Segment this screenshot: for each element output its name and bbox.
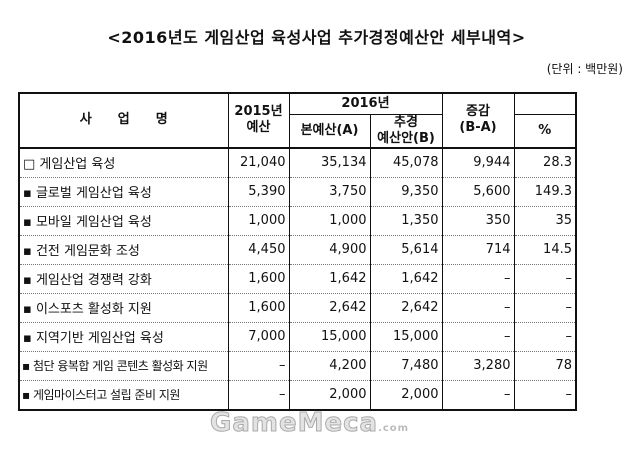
cell-a: 3,750 — [288, 176, 371, 207]
cell-pct: – — [513, 321, 577, 352]
cell-y2015: – — [227, 379, 290, 410]
cell-name: ▪ 모바일 게임산업 육성 — [18, 205, 229, 236]
header-2015: 2015년 예산 — [227, 92, 290, 148]
cell-y2015: – — [227, 350, 290, 381]
cell-a: 2,000 — [288, 379, 371, 410]
table-row: ▪ 모바일 게임산업 육성 1,000 1,000 1,350 350 35 — [18, 205, 577, 236]
cell-pct: – — [513, 379, 577, 410]
table-row: ▪ 게임산업 경쟁력 강화 1,600 1,642 1,642– – — [18, 263, 577, 294]
cell-name: ▪ 건전 게임문화 조성 — [18, 234, 229, 265]
cell-name: ▪ 첨단 융복합 게임 콘텐츠 활성화 지원 — [18, 350, 229, 381]
header-pct-blank — [513, 92, 577, 114]
cell-y2015: 5,390 — [227, 176, 290, 207]
cell-name: ▪ 게임마이스터고 설립 준비 지원 — [18, 379, 229, 410]
header-2016: 2016년 — [288, 92, 443, 115]
cell-name: ▪ 이스포츠 활성화 지원 — [18, 292, 229, 323]
cell-a: 1,000 — [288, 205, 371, 236]
cell-pct: 14.5 — [513, 234, 577, 265]
cell-diff: 350 — [441, 205, 515, 236]
cell-b: 15,000 — [369, 321, 443, 352]
table-row: ▪ 건전 게임문화 조성 4,450 4,900 5,614 714 14.5 — [18, 234, 577, 265]
cell-pct: 28.3 — [513, 146, 577, 178]
table-row: □ 게임산업 육성 21,040 35,134 45,078 9,944 28.3 — [18, 146, 577, 178]
header-supp: 추경 예산안(B) — [369, 113, 443, 148]
header-name: 사 업 명 — [18, 92, 229, 148]
cell-pct: 35 — [513, 205, 577, 236]
cell-diff: 5,600 — [441, 176, 515, 207]
cell-diff: 714 — [441, 234, 515, 265]
cell-name: ▪ 글로벌 게임산업 육성 — [18, 176, 229, 207]
cell-y2015: 1,600 — [227, 292, 290, 323]
cell-b: 9,350 — [369, 176, 443, 207]
unit-label: (단위 : 백만원) — [546, 62, 623, 76]
table-row: ▪ 이스포츠 활성화 지원 1,600 2,642 2,642– – — [18, 292, 577, 323]
cell-b: 2,642 — [369, 292, 443, 323]
cell-name: □ 게임산업 육성 — [18, 146, 229, 178]
header-base: 본예산(A) — [288, 113, 371, 148]
cell-a: 4,200 — [288, 350, 371, 381]
cell-pct: – — [513, 263, 577, 294]
cell-pct: – — [513, 292, 577, 323]
cell-name: ▪ 게임산업 경쟁력 강화 — [18, 263, 229, 294]
table-row: ▪ 게임마이스터고 설립 준비 지원 –2,000 2,000– – — [18, 379, 577, 410]
document-title: <2016년도 게임산업 육성사업 추가경정예산안 세부내역> — [107, 28, 526, 47]
cell-a: 4,900 — [288, 234, 371, 265]
cell-y2015: 4,450 — [227, 234, 290, 265]
cell-y2015: 21,040 — [227, 146, 290, 178]
table-row: ▪ 글로벌 게임산업 육성 5,390 3,750 9,350 5,600 149.3 — [18, 176, 577, 207]
cell-b: 45,078 — [369, 146, 443, 178]
cell-b: 7,480 — [369, 350, 443, 381]
cell-b: 1,350 — [369, 205, 443, 236]
cell-b: 1,642 — [369, 263, 443, 294]
cell-pct: 78 — [513, 350, 577, 381]
cell-diff: – — [441, 379, 515, 410]
cell-y2015: 1,000 — [227, 205, 290, 236]
cell-a: 15,000 — [288, 321, 371, 352]
budget-table: 사 업 명 2015년 예산 2016년 증감 (B-A) 본예산(A) 추경 … — [18, 92, 577, 411]
table-row: ▪ 첨단 융복합 게임 콘텐츠 활성화 지원 –4,200 7,480 3,280 78 — [18, 350, 577, 381]
cell-a: 2,642 — [288, 292, 371, 323]
cell-pct: 149.3 — [513, 176, 577, 207]
cell-diff: 3,280 — [441, 350, 515, 381]
cell-diff: – — [441, 292, 515, 323]
header-diff: 증감 (B-A) — [441, 92, 515, 148]
cell-y2015: 7,000 — [227, 321, 290, 352]
cell-diff: – — [441, 263, 515, 294]
cell-a: 35,134 — [288, 146, 371, 178]
cell-y2015: 1,600 — [227, 263, 290, 294]
cell-b: 5,614 — [369, 234, 443, 265]
cell-b: 2,000 — [369, 379, 443, 410]
header-pct: % — [513, 113, 577, 148]
cell-name: ▪ 지역기반 게임산업 육성 — [18, 321, 229, 352]
cell-diff: – — [441, 321, 515, 352]
cell-diff: 9,944 — [441, 146, 515, 178]
cell-a: 1,642 — [288, 263, 371, 294]
table-row: ▪ 지역기반 게임산업 육성 7,000 15,000 15,000– – — [18, 321, 577, 352]
watermark-logo: GameMeca.com — [209, 408, 410, 439]
